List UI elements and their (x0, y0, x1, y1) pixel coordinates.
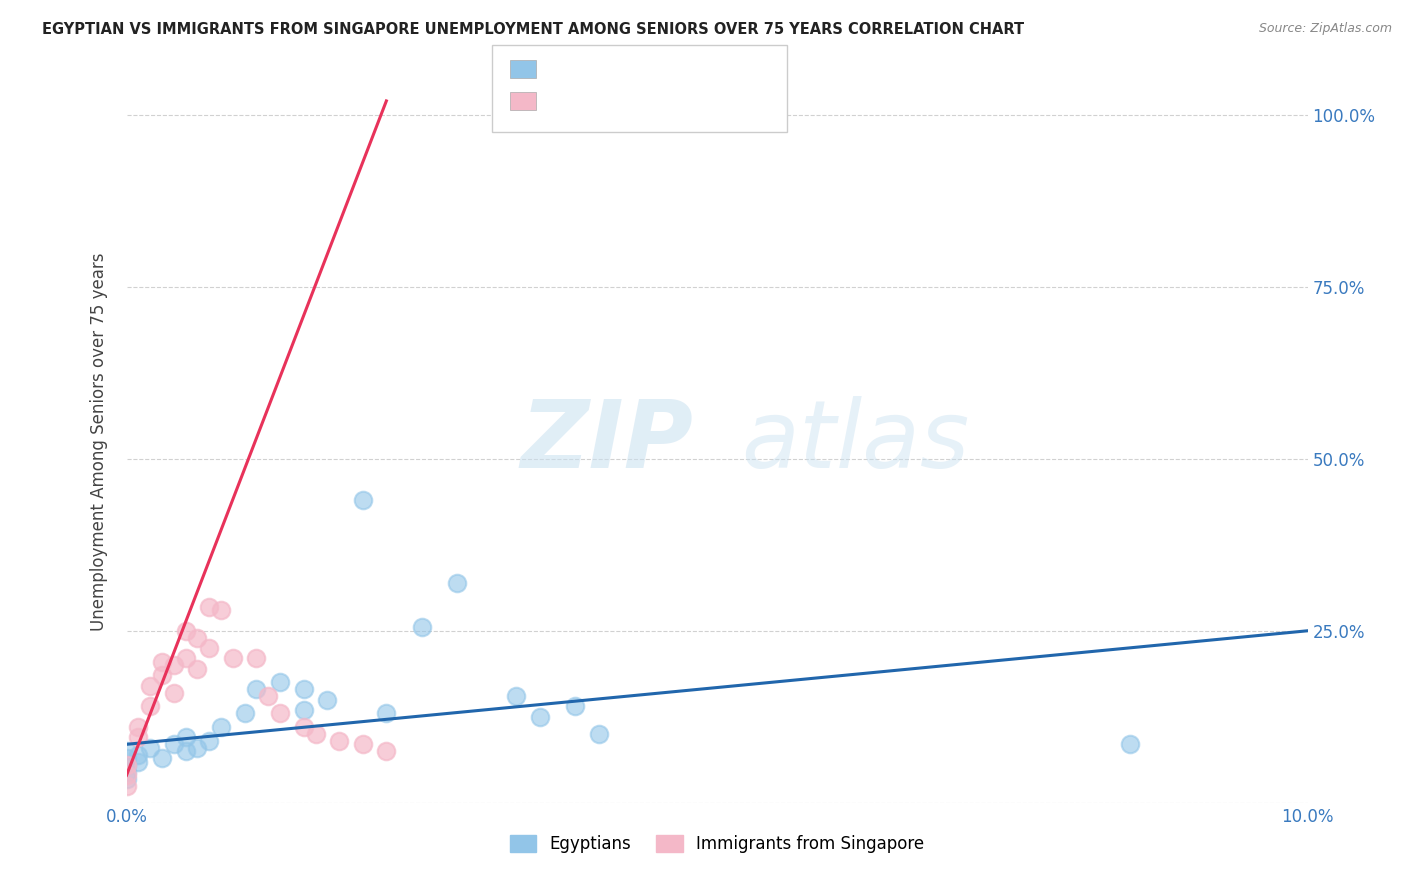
Text: 0.195: 0.195 (589, 60, 637, 78)
Point (269, 675, 291, 690)
Point (198, 734, 221, 748)
Point (352, 737, 374, 751)
Point (127, 720, 149, 734)
Point (209, 603, 232, 617)
Text: 27: 27 (689, 92, 710, 110)
Text: 30: 30 (689, 60, 710, 78)
Point (292, 720, 315, 734)
Point (127, 755, 149, 769)
Text: ZIP: ZIP (520, 395, 693, 488)
Point (505, 689, 527, 703)
Point (115, 751, 138, 765)
Point (186, 631, 208, 645)
Y-axis label: Unemployment Among Seniors over 75 years: Unemployment Among Seniors over 75 years (90, 252, 108, 631)
Point (115, 772, 138, 786)
Point (186, 662, 208, 676)
Point (127, 731, 149, 745)
Point (115, 758, 138, 772)
Text: EGYPTIAN VS IMMIGRANTS FROM SINGAPORE UNEMPLOYMENT AMONG SENIORS OVER 75 YEARS C: EGYPTIAN VS IMMIGRANTS FROM SINGAPORE UN… (42, 22, 1025, 37)
Point (150, 751, 173, 765)
Point (115, 768, 138, 782)
Point (446, 575, 468, 590)
Point (328, 734, 350, 748)
Point (139, 679, 162, 693)
Text: 0.747: 0.747 (589, 92, 637, 110)
Text: R =: R = (547, 60, 583, 78)
Point (115, 764, 138, 779)
Point (375, 706, 398, 721)
Point (150, 655, 173, 669)
Point (292, 703, 315, 717)
Point (163, 658, 186, 673)
Text: R =: R = (547, 92, 583, 110)
Point (304, 727, 326, 741)
Point (139, 740, 162, 755)
Point (245, 651, 267, 665)
Text: Source: ZipAtlas.com: Source: ZipAtlas.com (1258, 22, 1392, 36)
Point (292, 682, 315, 697)
Point (352, 493, 374, 508)
Point (564, 699, 586, 714)
Point (411, 620, 433, 634)
Point (222, 651, 245, 665)
Point (198, 599, 221, 614)
Point (257, 689, 280, 703)
Point (163, 737, 186, 751)
Point (150, 668, 173, 682)
Point (163, 686, 186, 700)
Point (198, 640, 221, 655)
Point (139, 699, 162, 714)
Point (186, 740, 208, 755)
Point (588, 727, 610, 741)
Point (529, 710, 551, 724)
Text: N =: N = (648, 92, 696, 110)
Point (115, 758, 138, 772)
Text: N =: N = (648, 60, 696, 78)
Point (316, 692, 339, 706)
Point (174, 744, 197, 758)
Point (115, 744, 138, 758)
Point (1119, 737, 1142, 751)
Point (115, 779, 138, 793)
Point (127, 747, 149, 762)
Legend: Egyptians, Immigrants from Singapore: Egyptians, Immigrants from Singapore (503, 828, 931, 860)
Point (269, 706, 291, 721)
Point (174, 624, 197, 638)
Point (375, 744, 398, 758)
Point (233, 706, 256, 721)
Point (209, 720, 232, 734)
Point (174, 731, 197, 745)
Text: atlas: atlas (741, 396, 969, 487)
Point (174, 651, 197, 665)
Point (245, 682, 267, 697)
